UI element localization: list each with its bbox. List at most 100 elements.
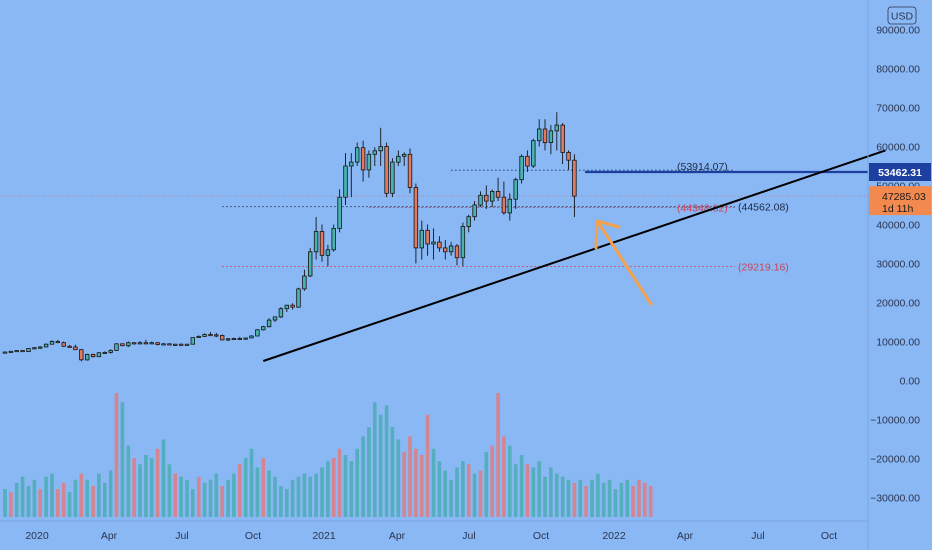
volume-bar (120, 402, 125, 517)
candle (319, 224, 325, 262)
candle (225, 338, 231, 342)
candle-body (2, 351, 8, 354)
candle-body (266, 319, 272, 328)
currency-badge[interactable]: USD (887, 6, 917, 25)
candle-body (419, 229, 424, 249)
candle (278, 307, 284, 319)
candle (484, 185, 489, 209)
volume-bar (461, 461, 465, 517)
y-tick-label: 40000.00 (876, 220, 920, 232)
volume-bar (267, 470, 271, 517)
candle (161, 343, 166, 346)
volume-bar (302, 473, 307, 517)
candle-body (343, 165, 348, 198)
candle-body (525, 155, 530, 167)
candle (266, 318, 272, 328)
candle (431, 228, 436, 260)
candle (472, 201, 477, 221)
trendline[interactable] (262, 149, 886, 362)
candle (190, 337, 195, 345)
x-tick-label: Jul (462, 530, 475, 542)
volume-bar (396, 439, 401, 517)
volume-bar (185, 479, 189, 517)
volume-bar (238, 464, 242, 517)
volume-bar (578, 479, 583, 517)
volume-bar (38, 489, 42, 517)
candle (349, 153, 354, 198)
volume-bar (420, 455, 424, 517)
candle (466, 214, 471, 233)
volume-bar (108, 470, 113, 517)
trendline-group[interactable] (262, 149, 886, 362)
candle-body (407, 153, 413, 188)
volume-bar (161, 439, 166, 517)
candle (67, 345, 72, 348)
candle (149, 341, 154, 345)
volume-bar (355, 448, 359, 517)
volume-bar (613, 489, 618, 517)
candle-body (73, 346, 78, 351)
candle-body (108, 350, 113, 353)
volume-bar (378, 414, 383, 517)
candle (313, 217, 319, 260)
candle (495, 177, 501, 202)
volume-bar (625, 479, 629, 517)
candle (390, 158, 395, 198)
volume-bar (455, 467, 459, 517)
last-price-tag[interactable] (869, 186, 931, 216)
candle-body (372, 150, 377, 155)
candle-body (114, 343, 119, 351)
volume-bar (308, 476, 312, 517)
candle (55, 339, 60, 344)
candle-body (284, 304, 289, 310)
volume-bar (449, 479, 453, 517)
candle (255, 329, 260, 337)
volume-bar (255, 467, 260, 517)
candle (454, 244, 460, 266)
candle-body (137, 342, 143, 345)
last-price-tag-label: 47285.03 (882, 191, 926, 203)
volume-bar (531, 467, 536, 517)
volume-bar (155, 448, 160, 517)
candle (272, 316, 278, 322)
arrow-annotation[interactable] (596, 220, 653, 306)
candle-body (478, 194, 483, 206)
arrow-annotation-group[interactable] (594, 219, 653, 306)
candle (290, 303, 295, 310)
current-price-tag[interactable] (869, 163, 931, 181)
candle (85, 353, 90, 361)
candle-body (172, 343, 178, 346)
candle-body (102, 351, 107, 354)
volume-bar (314, 473, 318, 517)
candle-body (437, 241, 442, 249)
time-axis[interactable]: 2020 Apr Jul Oct 2021 Apr Jul Oct 2022 Apr Jul Oct (25, 530, 837, 542)
volume-bar (191, 489, 195, 517)
volume-bar (132, 458, 136, 517)
volume-bar (61, 482, 66, 517)
candle-body (566, 151, 571, 161)
candle-body (325, 249, 331, 256)
candle (337, 189, 342, 233)
candle-body (313, 231, 319, 253)
candle-body (484, 194, 489, 202)
y-tick-label: 90000.00 (876, 25, 920, 37)
candle-body (126, 342, 131, 347)
volume-bar (196, 476, 201, 517)
volume-bar (144, 455, 148, 517)
price-axis[interactable]: 90000.0080000.0070000.0060000.0050000.00… (869, 25, 931, 505)
candle-body (20, 350, 25, 353)
candle-body (489, 190, 495, 202)
y-tick-label: 20000.00 (876, 298, 920, 310)
candle-body (90, 353, 96, 358)
volume-bar (337, 448, 342, 517)
candle (73, 344, 78, 351)
candle-body (466, 216, 471, 227)
candle (501, 181, 507, 215)
candle (231, 337, 237, 340)
volume-bar (478, 470, 483, 517)
volume-bar (232, 473, 236, 517)
candle (548, 125, 554, 155)
candle-body (231, 337, 237, 340)
candle (407, 148, 413, 194)
